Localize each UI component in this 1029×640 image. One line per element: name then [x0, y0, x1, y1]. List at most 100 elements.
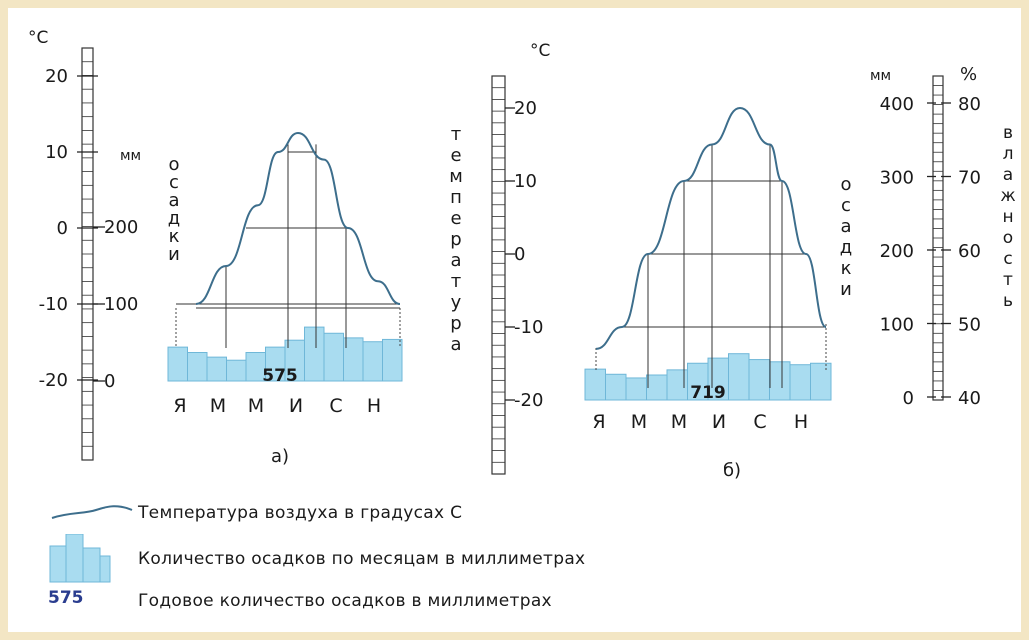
panel-b-temp-title-char: т	[451, 271, 462, 292]
panel-b-precip-bar	[769, 361, 791, 401]
panel-b-temp-ladder	[491, 75, 506, 475]
panel-a-precip-bar	[187, 352, 208, 382]
panel-a-precip-tick: 0	[104, 371, 115, 392]
panel-b-precip-tick: 200	[880, 241, 914, 262]
panel-a-precip-bar	[226, 359, 247, 382]
panel-a-ladder	[81, 47, 94, 461]
panel-a-precip-bar	[167, 346, 188, 382]
panel-b-humidity-title-char: ь	[1003, 291, 1013, 311]
panel-b-humidity-tick: 40	[958, 388, 981, 409]
panel-b-precip-bar	[748, 359, 770, 401]
legend-annual-value: 575	[48, 588, 84, 608]
panel-b-precip-bar	[810, 362, 832, 401]
panel-b-precip-title-char: и	[840, 279, 852, 300]
panel-b-humidity-title-char: ж	[1000, 186, 1015, 206]
panel-b-temp-title-char: т	[451, 124, 462, 145]
legend-annual-key: 575	[48, 588, 138, 614]
panel-b-month-label: Я	[592, 411, 605, 433]
panel-b-humidity-title-char: о	[1003, 228, 1013, 248]
panel-a-month-label: М	[248, 395, 264, 417]
panel-b-temp-tick: 10	[514, 171, 537, 192]
panel-a-temp-tick: -10	[39, 294, 68, 315]
panel-b-humidity-title-char: а	[1003, 165, 1013, 185]
panel-b-temperature-curve	[595, 106, 827, 350]
panel-b-precip-title-char: с	[841, 195, 851, 216]
panel-a-precip-bar	[382, 338, 403, 382]
panel-a-temp-unit: °C	[28, 28, 48, 48]
panel-b-temp-title-char: а	[450, 250, 461, 271]
panel-b-humidity-title-char: в	[1003, 123, 1013, 143]
panel-b-humidity-ladder	[932, 75, 944, 401]
panel-b-precip-tick: 100	[880, 315, 914, 336]
panel-a-month-label: И	[289, 395, 303, 417]
panel-a-month-label: Я	[173, 395, 186, 417]
panel-b-precip-bar	[605, 373, 627, 401]
legend-precipitation: Количество осадков по месяцам в миллимет…	[48, 534, 585, 584]
panel-b-humidity-title-char: н	[1002, 207, 1013, 227]
legend-temperature: Температура воздуха в градусах С	[48, 488, 462, 538]
panel-b-month-label: И	[712, 411, 726, 433]
panel-a-precip-title-char: с	[169, 172, 179, 193]
panel-b-month-label: Н	[794, 411, 808, 433]
panel-b-temp-title-char: п	[450, 187, 462, 208]
panel-a-precip-title-char: и	[168, 244, 180, 265]
legend-precipitation-key	[48, 534, 138, 584]
panel-b-month-label: М	[631, 411, 647, 433]
panel-b-humidity-title-char: с	[1003, 249, 1012, 269]
panel-b-precip-unit: мм	[870, 68, 891, 84]
panel-a-annual-total: 575	[262, 366, 298, 386]
panel-b-precip-tick: 400	[880, 94, 914, 115]
panel-b-precip-title-char: а	[840, 216, 851, 237]
panel-b-humidity-title-char: л	[1003, 144, 1014, 164]
legend-annual-label: Годовое количество осадков в миллиметрах	[138, 591, 552, 611]
panel-a-label: а)	[271, 446, 289, 467]
panel-b-temp-title-char: р	[450, 313, 461, 334]
panel-a-precip-title-char: а	[168, 190, 179, 211]
panel-b-month-label: М	[671, 411, 687, 433]
panel-b-temp-title-char: у	[451, 292, 462, 313]
panel-b-temp-unit: °C	[530, 41, 550, 61]
panel-b-precip-bar	[625, 377, 647, 401]
panel-a-month-label: М	[210, 395, 226, 417]
panel-a-precip-bar	[206, 356, 227, 382]
panel-b-humidity-tick: 70	[958, 168, 981, 189]
panel-b-precip-tick: 0	[903, 388, 914, 409]
panel-a-temp-tick: 20	[45, 66, 68, 87]
panel-a-precip-bar	[362, 341, 383, 382]
panel-a-precip-tick: 200	[104, 217, 138, 238]
legend-temperature-label: Температура воздуха в градусах С	[138, 503, 463, 523]
panel-b-annual-total: 719	[690, 383, 726, 403]
panel-b-precip-title-char: к	[841, 258, 852, 279]
panel-b-humidity-tick: 60	[958, 241, 981, 262]
panel-a-temp-tick: 10	[45, 142, 68, 163]
panel-a-precip-tick: 100	[104, 294, 138, 315]
legend-temperature-key	[48, 488, 138, 538]
panel-b-humidity-tick: 80	[958, 94, 981, 115]
panel-b-precip-bar	[728, 353, 750, 401]
panel-b-precip-bar	[646, 374, 668, 401]
panel-b-precip-bar	[789, 364, 811, 401]
legend-precipitation-label: Количество осадков по месяцам в миллимет…	[138, 549, 586, 569]
panel-a-precip-bar	[304, 326, 325, 382]
panel-b-month-label: С	[753, 411, 766, 433]
panel-a-precip-unit: мм	[120, 148, 141, 164]
panel-b-temp-tick: 20	[514, 98, 537, 119]
panel-a-precip-bar	[323, 332, 344, 382]
panel-b-label: б)	[723, 460, 741, 481]
panel-b-temp-tick: -10	[514, 317, 543, 338]
panel-a-precip-title-char: о	[168, 154, 179, 175]
panel-a-temp-tick: -20	[39, 370, 68, 391]
panel-b-temp-title-char: е	[450, 208, 461, 229]
panel-a-precip-title-char: д	[168, 208, 180, 229]
panel-b-humidity-unit: %	[960, 64, 977, 85]
panel-b-temp-tick: 0	[514, 244, 525, 265]
panel-a-month-label: Н	[367, 395, 381, 417]
panel-b-precip-title-char: о	[840, 174, 851, 195]
panel-b-temp-title-char: р	[450, 229, 461, 250]
